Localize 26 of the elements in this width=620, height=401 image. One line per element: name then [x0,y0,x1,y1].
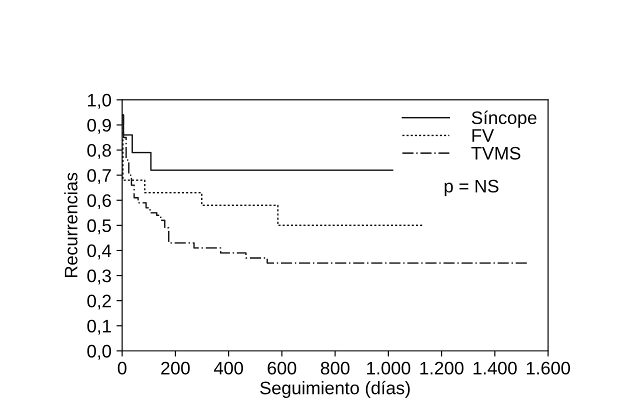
x-tick-label: 600 [268,362,296,375]
x-tick-label: 200 [161,362,190,375]
y-tick-label: 1,0 [88,94,112,109]
legend-label: Síncope [472,110,536,128]
x-tick-label: 0 [118,362,126,375]
y-tick-label: 0,7 [87,169,111,184]
y-tick-label: 0,5 [87,219,111,234]
legend-label: TVMS [471,146,520,160]
y-tick-label: 0,0 [87,344,112,360]
legend-label: FV [472,129,494,142]
y-tick-label: 0,1 [87,320,111,335]
y-tick-label: 0,3 [87,270,111,284]
y-tick-label: 0,4 [87,244,112,260]
annotation: p = NS [444,180,498,196]
y-axis-title: Recurrencias [64,172,78,278]
x-tick-label: 1.400 [474,362,517,375]
x-tick-label: 1.200 [420,362,464,375]
x-tick-label: 1.600 [526,362,570,375]
y-tick-label: 0,9 [87,118,111,134]
y-tick-label: 0,6 [87,194,111,210]
x-axis-title: Seguimiento (días) [260,380,410,398]
y-tick-label: 0,2 [87,294,111,310]
x-tick-label: 800 [320,362,350,375]
x-tick-label: 400 [214,362,243,375]
x-tick-label: 1.000 [367,362,410,375]
y-tick-label: 0,8 [87,144,111,159]
